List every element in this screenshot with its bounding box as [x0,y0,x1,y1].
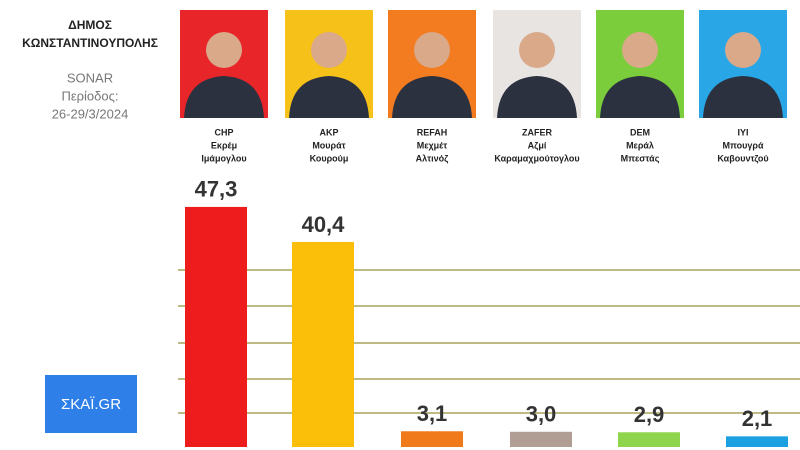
first-name: Μουράτ [312,140,345,150]
value-label: 40,4 [302,212,346,237]
photo-head [206,32,242,68]
logo: ΣΚΑΪ.GR [61,396,121,413]
last-name: Καραμαχμούτογλου [494,153,579,163]
logo-box [45,375,137,433]
photo-body [600,76,680,118]
value-label: 47,3 [195,177,238,202]
first-name: Μεράλ [626,140,654,150]
last-name: Ιμάμογλου [201,153,246,163]
title-line: ΔΗΜΟΣ [68,18,112,32]
value-label: 2,1 [742,406,773,431]
title-line: ΚΩΝΣΤΑΝΤΙΝΟΥΠΟΛΗΣ [22,36,158,50]
bar [510,431,572,447]
photo-head [311,32,347,68]
last-name: Κουρούμ [310,153,349,163]
party: AKP [319,127,338,137]
bar [618,432,680,447]
party: REFAH [417,127,448,137]
value-label: 2,9 [634,402,665,427]
photo-body [184,76,264,118]
photo-body [289,76,369,118]
photo-head [622,32,658,68]
period: 26-29/3/2024 [52,106,129,121]
first-name: Εκρέμ [211,140,237,150]
photo-head [519,32,555,68]
value-label: 3,0 [526,402,557,427]
bar [726,436,788,447]
source: SONAR [67,70,113,85]
grid-backdrop [178,269,800,414]
party: ZAFER [522,127,552,137]
party: DEM [630,127,650,137]
first-name: Αζμί [528,140,547,150]
bar [185,206,247,447]
last-name: Αλτινόζ [416,153,449,163]
value-label: 3,1 [417,401,448,426]
bar [292,241,354,447]
photo-head [414,32,450,68]
party: CHP [214,127,233,137]
party: IYI [737,127,748,137]
bar [401,431,463,447]
photo-body [392,76,472,118]
photo-body [497,76,577,118]
photo-head [725,32,761,68]
period-label: Περίοδος: [61,88,118,103]
last-name: Μπεστάς [621,153,660,163]
photo-body [703,76,783,118]
first-name: Μεχμέτ [417,140,448,150]
last-name: Καβουντζού [717,153,768,163]
first-name: Μπουγρά [723,140,764,150]
